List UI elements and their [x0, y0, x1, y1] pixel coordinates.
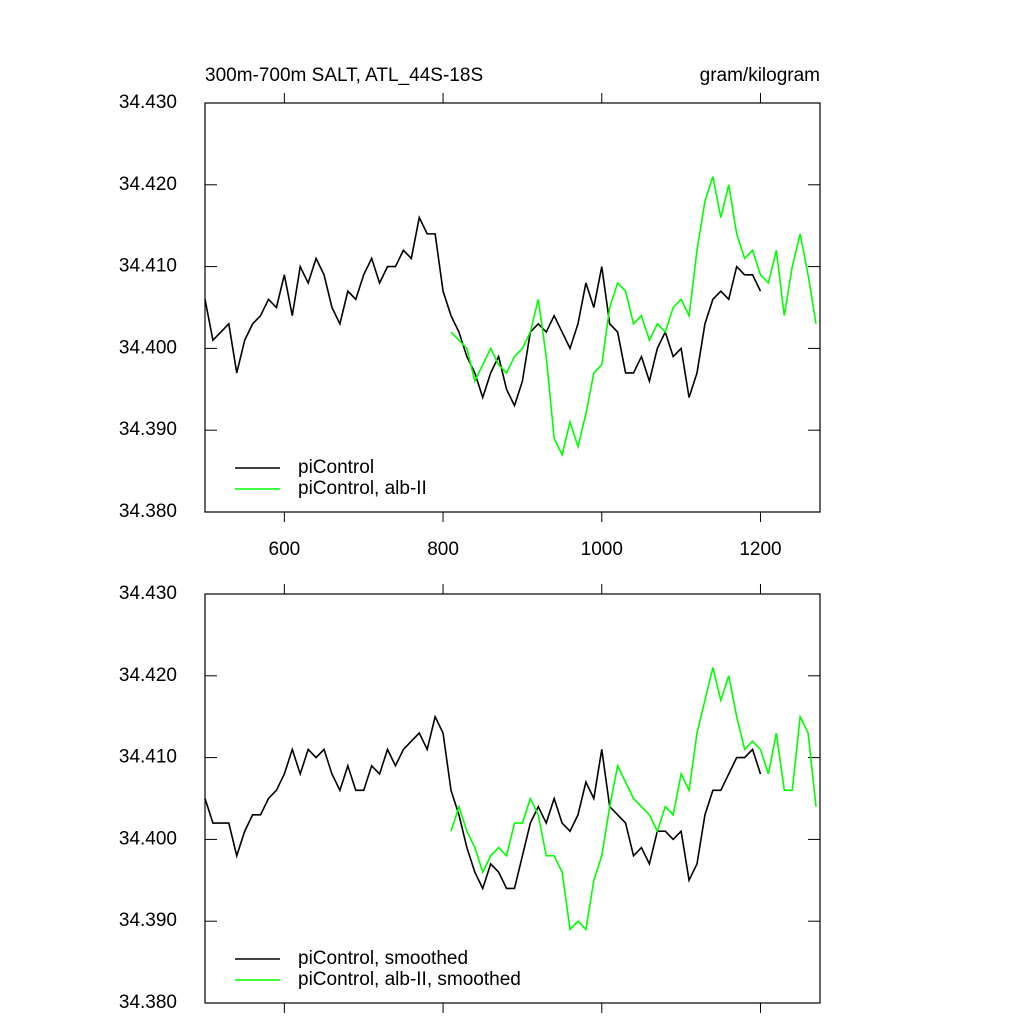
- plot-frame: [204, 593, 821, 1004]
- plot-frame: [204, 102, 821, 513]
- y-tick-label: 34.390: [119, 419, 177, 440]
- y-tick-label: 34.410: [119, 256, 177, 277]
- legend-label: piControl, alb-II: [298, 478, 427, 499]
- y-tick-label: 34.400: [119, 828, 177, 849]
- x-tick-label: 600: [269, 539, 301, 560]
- legend-label: piControl, alb-II, smoothed: [298, 969, 521, 990]
- y-tick-label: 34.430: [119, 583, 177, 604]
- x-tick-label: 1000: [581, 539, 623, 560]
- legend-label: piControl, smoothed: [298, 948, 468, 969]
- y-tick-label: 34.380: [119, 501, 177, 522]
- y-tick-label: 34.430: [119, 92, 177, 113]
- y-tick-label: 34.420: [119, 174, 177, 195]
- x-tick-label: 1200: [739, 539, 781, 560]
- y-tick-label: 34.390: [119, 910, 177, 931]
- data-line: [450, 176, 817, 458]
- x-tick-label: 800: [427, 539, 459, 560]
- y-tick-label: 34.410: [119, 747, 177, 768]
- y-tick-label: 34.380: [119, 992, 177, 1013]
- y-tick-label: 34.400: [119, 337, 177, 358]
- data-line: [450, 667, 817, 932]
- y-tick-label: 34.420: [119, 665, 177, 686]
- legend-label: piControl: [298, 457, 374, 478]
- data-line: [204, 215, 762, 408]
- chart-title: 300m-700m SALT, ATL_44S-18S: [205, 65, 483, 86]
- units-label: gram/kilogram: [700, 65, 820, 86]
- data-line: [204, 714, 762, 891]
